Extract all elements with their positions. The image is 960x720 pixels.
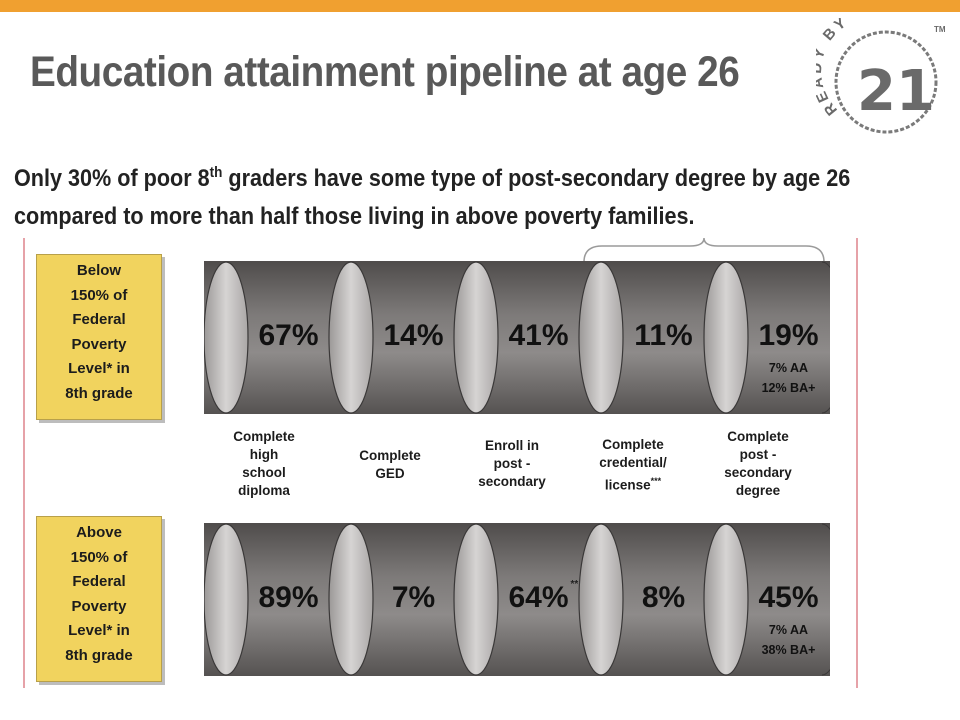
subtitle-superscript: th xyxy=(209,164,223,181)
cylinder-end-face xyxy=(204,523,249,676)
percent-value: 19% xyxy=(758,319,819,352)
percent-value: 14% xyxy=(383,319,444,352)
slide-subtitle: Only 30% of poor 8th graders have some t… xyxy=(14,160,941,236)
cylinder-end-face xyxy=(453,261,499,414)
degree-breakdown: 7% AA xyxy=(768,361,809,375)
group-label-text: Below 150% of Federal Poverty Level* in … xyxy=(65,262,133,402)
stage-text: Complete credential/ license xyxy=(599,437,667,493)
pipeline-cylinders xyxy=(204,261,830,414)
degree-breakdown: 12% BA+ xyxy=(761,381,816,395)
post-secondary-brace xyxy=(583,237,825,263)
logo-number: 21 xyxy=(857,59,935,124)
cylinder-end-face xyxy=(204,261,249,414)
percent-value: 7% xyxy=(391,581,436,614)
percent-value: 67% xyxy=(258,319,319,352)
logo-word: READY BY xyxy=(816,18,849,119)
cylinder-end-face xyxy=(703,261,749,414)
pipeline-cylinders xyxy=(204,523,830,676)
stage-label-enroll: Enroll in post - secondary xyxy=(452,437,572,491)
stage-footnote-mark: *** xyxy=(650,476,662,486)
degree-breakdown: 7% AA xyxy=(768,623,809,637)
footnote-mark: ** xyxy=(570,579,579,590)
percent-value: 64% xyxy=(508,581,569,614)
right-divider xyxy=(856,238,858,688)
pipeline-band-above-poverty: 89% 7% 64% ** 8% 45% 7% AA 38% BA+ xyxy=(204,523,830,676)
left-divider xyxy=(23,238,25,688)
group-label-text: Above 150% of Federal Poverty Level* in … xyxy=(65,524,133,664)
cylinder-end-face xyxy=(328,261,374,414)
pipeline-band-below-poverty: 67% 14% 41% 11% 19% 7% AA 12% BA+ xyxy=(204,261,830,414)
cylinder-end-face xyxy=(328,523,374,676)
subtitle-part-a: Only 30% of poor 8 xyxy=(14,165,210,192)
percent-value: 45% xyxy=(758,581,819,614)
percent-value: 89% xyxy=(258,581,319,614)
ready-by-21-logo: READY BY 21 TM xyxy=(816,18,946,134)
stage-label-high-school: Complete high school diploma xyxy=(204,428,324,500)
subtitle-part-b: graders have some type of post-secondary… xyxy=(14,165,851,230)
cylinder-end-face xyxy=(578,261,624,414)
percent-value: 41% xyxy=(508,319,569,352)
accent-bar xyxy=(0,0,960,12)
cylinder-end-face xyxy=(453,523,499,676)
slide-title: Education attainment pipeline at age 26 xyxy=(30,48,740,96)
stage-label-degree: Complete post - secondary degree xyxy=(698,428,818,500)
stage-text: Complete GED xyxy=(359,448,421,481)
degree-breakdown: 38% BA+ xyxy=(761,643,816,657)
cylinder-end-face xyxy=(703,523,749,676)
stage-text: Enroll in post - secondary xyxy=(478,438,546,489)
svg-text:READY BY: READY BY xyxy=(816,18,852,119)
group-label-below-poverty: Below 150% of Federal Poverty Level* in … xyxy=(36,254,162,420)
stage-label-credential: Complete credential/ license*** xyxy=(572,436,694,495)
stage-text: Complete high school diploma xyxy=(233,429,295,498)
cylinder-end-face xyxy=(578,523,624,676)
logo-trademark: TM xyxy=(934,25,946,34)
stage-text: Complete post - secondary degree xyxy=(724,429,792,498)
group-label-above-poverty: Above 150% of Federal Poverty Level* in … xyxy=(36,516,162,682)
stage-label-ged: Complete GED xyxy=(330,447,450,483)
percent-value: 11% xyxy=(634,319,693,352)
percent-value: 8% xyxy=(641,581,686,614)
